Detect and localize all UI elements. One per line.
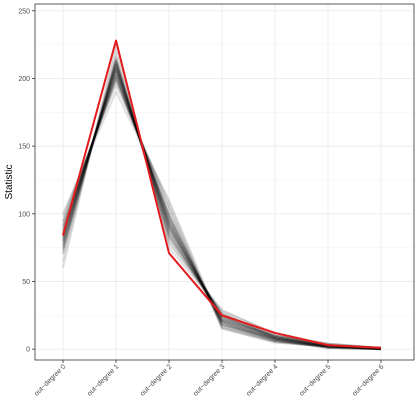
x-tick-label: out−degree 3 (192, 363, 226, 397)
simulated-series-line (62, 78, 382, 351)
simulated-series-line (62, 74, 382, 349)
simulated-series-line (62, 67, 382, 351)
x-tick-label: out−degree 4 (245, 363, 279, 397)
observed-series-line (62, 39, 382, 349)
y-tick-label: 250 (18, 8, 30, 15)
simulated-series-line (62, 66, 382, 349)
y-tick-label: 0 (26, 347, 30, 354)
simulated-series-line (62, 84, 382, 351)
simulated-series-line (62, 73, 382, 351)
y-tick-label: 200 (18, 76, 30, 83)
simulated-series-line (62, 69, 382, 351)
simulated-series-line (62, 67, 382, 349)
simulated-series-line (62, 58, 382, 349)
simulated-series-line (62, 72, 382, 351)
simulated-series-line (62, 77, 382, 351)
x-tick-label: out−degree 1 (86, 363, 120, 397)
grid (35, 4, 414, 360)
panel-border (34, 3, 415, 361)
simulated-series-line (62, 80, 382, 351)
simulated-series-line (62, 74, 382, 351)
simulated-series-line (62, 63, 382, 349)
y-tick-label: 150 (18, 144, 30, 151)
x-tick-label: out−degree 0 (33, 363, 67, 397)
simulated-series-line (62, 90, 382, 351)
y-tick-label: 50 (22, 279, 30, 286)
x-tick-label: out−degree 5 (298, 363, 332, 397)
simulated-series-line (62, 69, 382, 351)
observed-series-group (62, 39, 382, 349)
y-tick-label: 100 (18, 211, 30, 218)
simulated-series-line (62, 65, 382, 351)
simulated-series-line (62, 76, 382, 349)
x-tick-label: out−degree 6 (351, 363, 385, 397)
y-axis-title: Statistic (4, 164, 15, 199)
x-tick-label: out−degree 2 (139, 363, 173, 397)
simulated-series-line (62, 63, 382, 351)
